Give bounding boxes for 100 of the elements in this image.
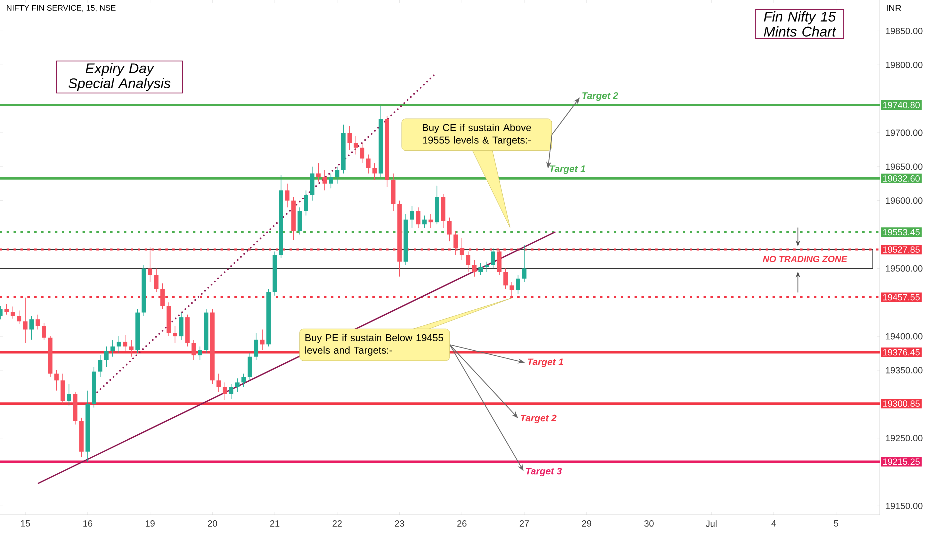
candlestick: [310, 166, 315, 202]
candlestick: [348, 126, 352, 150]
x-tick-label: 22: [332, 520, 342, 527]
text: Fin Nifty 15 Mints Chart: [764, 12, 837, 37]
candlestick: [4, 304, 10, 316]
x-tick-label: 15: [21, 520, 30, 527]
candlestick: [497, 249, 502, 276]
ref-line-label: 19457.55: [883, 294, 920, 301]
x-tick-label: 19: [146, 520, 155, 527]
candlestick: [354, 136, 358, 156]
x-tick-label: 27: [520, 520, 530, 527]
ref-line-label: 19553.45: [883, 229, 920, 236]
annotation: Target 1: [550, 166, 586, 174]
candlestick: [472, 260, 477, 278]
candlestick: [98, 355, 103, 378]
x-tick-label: 21: [270, 520, 280, 527]
candlestick: [516, 275, 520, 295]
candlestick: [254, 332, 259, 361]
annotation: Target 3: [526, 468, 562, 477]
ref-line-label: 19632.60: [883, 176, 920, 182]
candlestick: [504, 268, 508, 290]
candlestick: [298, 207, 302, 236]
candlestick: [328, 173, 334, 189]
candlestick: [242, 374, 246, 388]
candlestick: [478, 262, 484, 276]
candlestick: [129, 340, 134, 358]
y-tick-label: 19650.00: [886, 164, 923, 170]
annotation: Buy CE if sustain Above 19555 levels & Targets:-: [423, 124, 532, 146]
candlestick: [148, 247, 152, 283]
annotation: Buy PE if sustain Below 19455 levels and Targets:-: [306, 334, 444, 356]
candlestick: [260, 329, 265, 350]
candlestick: [17, 310, 22, 325]
candlestick: [235, 378, 240, 393]
candlestick: [447, 217, 452, 242]
candlestick: [304, 190, 308, 216]
candlestick: [229, 384, 234, 400]
candlestick: [510, 282, 514, 298]
candlestick: [67, 384, 72, 406]
candlestick: [322, 170, 328, 192]
candlestick: [216, 374, 222, 393]
candlestick: [335, 166, 340, 184]
candlestick: [416, 207, 421, 228]
y-tick-label: 19150.00: [886, 502, 923, 510]
y-tick-label: 19400.00: [886, 333, 923, 340]
ref-line-label: 19215.25: [883, 458, 920, 466]
candlestick: [60, 374, 66, 405]
annotation: Expiry Day Special Analysis: [68, 63, 171, 92]
x-tick-label: Jul: [706, 520, 717, 528]
y-tick-label: 19700.00: [886, 130, 923, 136]
y-tick-label: 19350.00: [886, 367, 923, 374]
candlestick: [160, 283, 165, 310]
candlestick: [454, 231, 458, 256]
candlestick: [123, 334, 128, 352]
candlestick: [484, 262, 490, 272]
ref-line-label: 19300.85: [883, 400, 920, 408]
candlestick: [173, 326, 178, 344]
x-tick-label: 4: [772, 520, 776, 527]
ref-line-label: 19740.80: [883, 102, 920, 108]
candlestick: [441, 194, 446, 228]
band-label: NO TRADING ZONE: [763, 256, 848, 262]
candlestick: [491, 248, 496, 270]
candlestick: [316, 163, 321, 182]
x-tick-label: 20: [208, 520, 218, 527]
candlestick: [366, 154, 371, 174]
candlestick: [154, 268, 159, 293]
candlestick: [42, 322, 46, 340]
candlestick: [360, 142, 365, 164]
candlestick: [522, 244, 527, 283]
candlestick: [372, 163, 378, 181]
candlestick: [110, 340, 116, 358]
candlestick: [23, 298, 28, 344]
candlestick: [116, 336, 122, 354]
y-tick-label: 19600.00: [886, 198, 923, 204]
candlestick: [222, 382, 228, 401]
candlestick: [422, 215, 427, 228]
x-tick-label: 23: [395, 520, 404, 527]
y-tick-label: 19500.00: [886, 266, 923, 272]
annotation: Target 1: [528, 358, 564, 368]
y-tick-label: 19800.00: [886, 62, 923, 68]
candlestick: [460, 238, 464, 261]
x-tick-label: 16: [84, 520, 93, 527]
ref-line-label: 19376.45: [883, 349, 920, 356]
annotation: Target 2: [582, 92, 618, 102]
candlestick: [466, 251, 471, 272]
y-tick-label: 19250.00: [886, 435, 923, 442]
candlestick: [104, 346, 109, 368]
x-tick-label: 29: [582, 520, 592, 527]
y-tick-label: 19850.00: [886, 28, 923, 34]
candlestick: [179, 312, 184, 340]
text: NIFTY FIN SERVICE, 15, NSE: [7, 5, 116, 12]
candlestick: [30, 316, 34, 340]
candlestick: [248, 353, 252, 381]
candlestick: [10, 306, 16, 320]
candlestick: [192, 340, 196, 361]
x-tick-label: 26: [458, 520, 467, 527]
candlestick: [36, 314, 40, 330]
candlestick: [285, 184, 290, 208]
annotation: Target 2: [520, 414, 557, 424]
candlestick: [410, 206, 414, 228]
x-tick-label: 30: [644, 520, 654, 527]
